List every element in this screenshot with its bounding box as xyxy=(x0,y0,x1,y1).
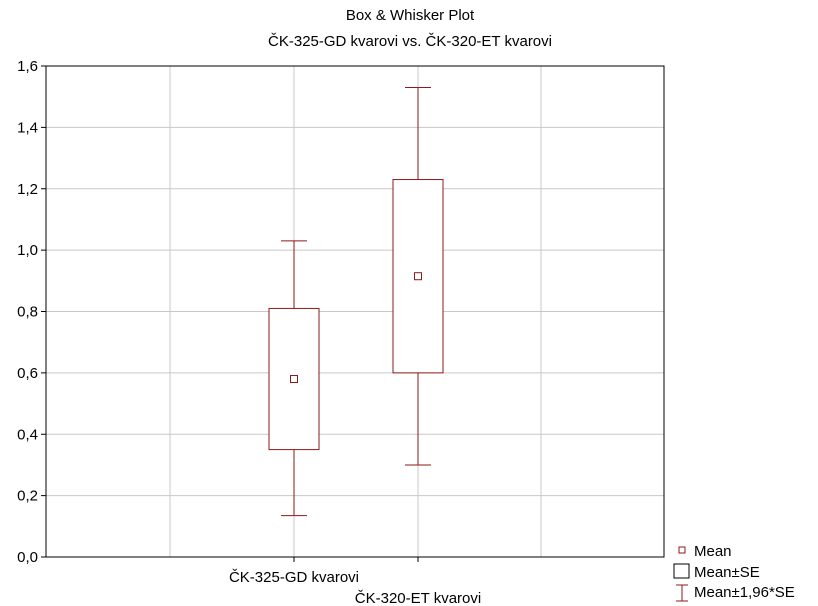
x-category-label: ČK-320-ET kvarovi xyxy=(355,590,481,606)
chart-title: Box & Whisker Plot xyxy=(346,7,475,24)
legend-item: Mean xyxy=(678,543,732,560)
legend-label: Mean±SE xyxy=(694,564,760,581)
legend-box-symbol xyxy=(673,563,690,579)
y-tick-label: 0,4 xyxy=(17,426,38,443)
y-tick-label: 0,2 xyxy=(17,488,38,505)
y-tick-label: 0,6 xyxy=(17,365,38,382)
mean-marker xyxy=(414,272,422,281)
legend-mean-symbol xyxy=(678,546,686,554)
legend-label: Mean xyxy=(694,543,732,560)
y-tick-label: 0,0 xyxy=(17,549,38,566)
y-tick-label: 1,0 xyxy=(17,242,38,259)
box-group: ČK-325-GD kvarovi xyxy=(229,240,359,586)
y-tick-label: 1,6 xyxy=(17,58,38,75)
legend-item: Mean±SE xyxy=(673,563,760,581)
legend: Mean Mean±SE Mean±1,96*SE xyxy=(673,543,795,602)
chart-subtitle: ČK-325-GD kvarovi vs. ČK-320-ET kvarovi xyxy=(268,33,552,50)
box-group: ČK-320-ET kvarovi xyxy=(355,86,481,606)
legend-label: Mean±1,96*SE xyxy=(694,584,795,601)
y-tick-label: 0,8 xyxy=(17,304,38,321)
legend-item: Mean±1,96*SE xyxy=(676,584,795,602)
plot-area: 0,0 0,2 0,4 0,6 0,8 1,0 1,2 1,4 1,6 ČK-325-GD kva… xyxy=(17,58,665,606)
x-category-label: ČK-325-GD kvarovi xyxy=(229,569,359,586)
y-tick-label: 1,4 xyxy=(17,119,38,136)
mean-marker xyxy=(290,375,298,384)
y-tick-label: 1,2 xyxy=(17,181,38,198)
